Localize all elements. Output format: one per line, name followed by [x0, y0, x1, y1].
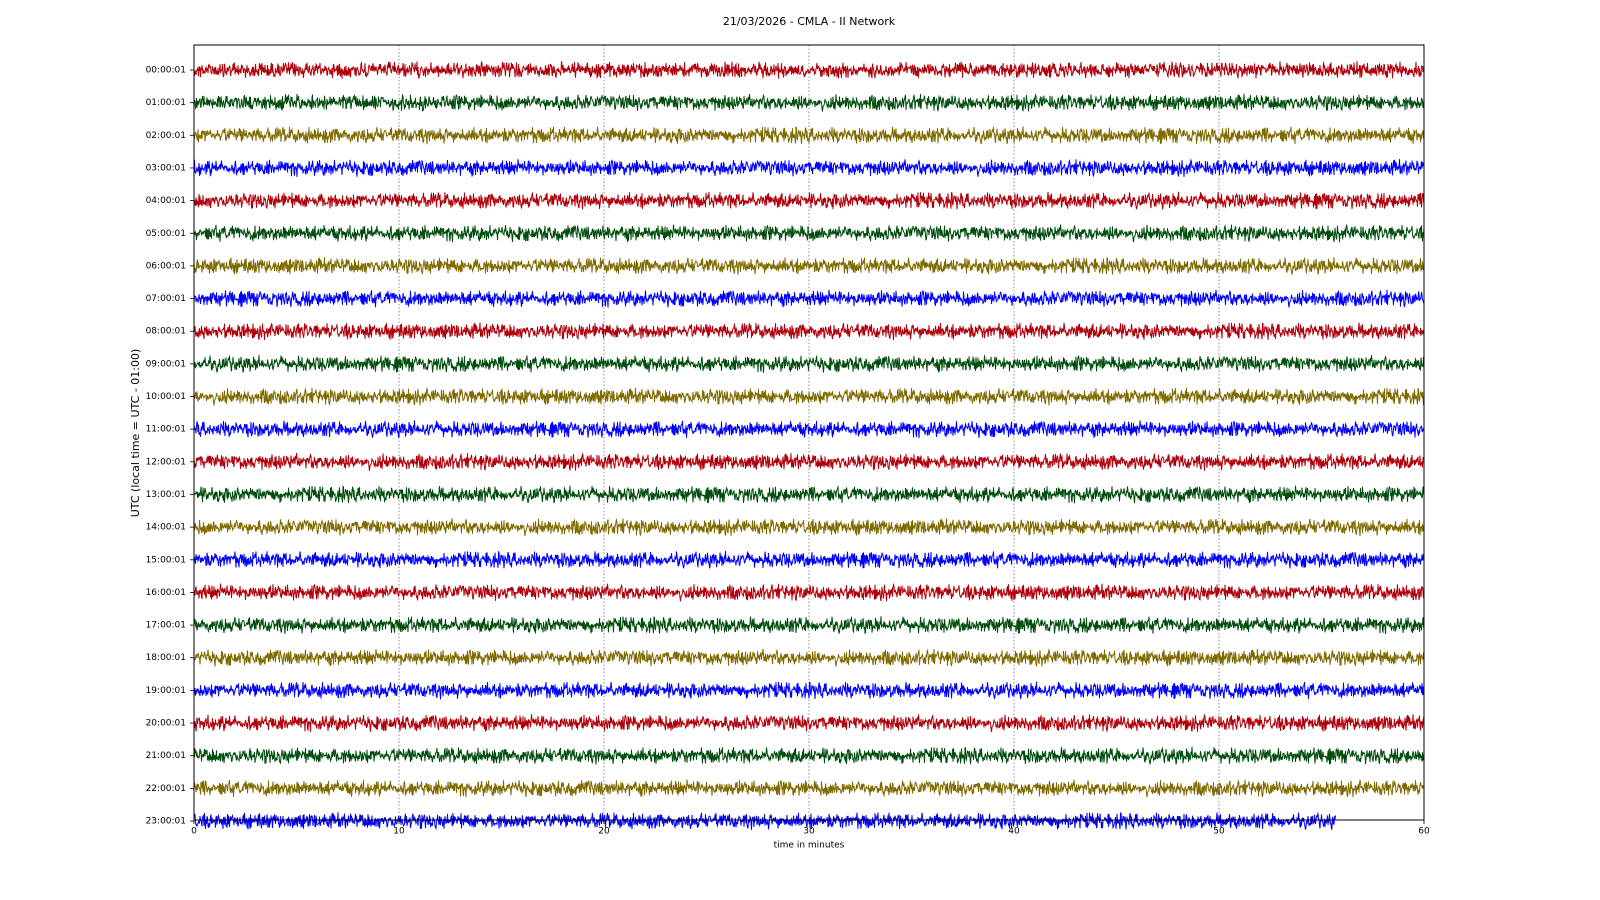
y-tick-label: 20:00:01	[146, 719, 186, 729]
y-tick-label: 18:00:01	[146, 653, 186, 663]
y-tick-label: 04:00:01	[146, 196, 186, 206]
y-tick-label: 14:00:01	[146, 523, 186, 533]
y-tick-label: 16:00:01	[146, 588, 186, 598]
trace	[193, 420, 1425, 439]
trace	[193, 517, 1425, 537]
trace	[193, 289, 1425, 308]
trace	[193, 93, 1425, 113]
y-tick-label: 05:00:01	[146, 229, 186, 239]
x-tick-label: 40	[1008, 827, 1020, 837]
trace	[193, 60, 1425, 80]
trace	[193, 191, 1425, 210]
plot-frame	[193, 44, 1425, 821]
trace	[193, 746, 1425, 765]
trace	[193, 322, 1425, 341]
y-tick-label: 10:00:01	[146, 392, 186, 402]
y-tick-label: 15:00:01	[146, 555, 186, 565]
x-tick-label: 60	[1418, 827, 1430, 837]
y-tick-label: 17:00:01	[146, 621, 186, 631]
y-tick-label: 03:00:01	[146, 163, 186, 173]
x-axis-label: time in minutes	[774, 841, 845, 851]
y-tick-label: 23:00:01	[146, 817, 186, 827]
x-tick-label: 10	[393, 827, 405, 837]
y-tick-label: 07:00:01	[146, 294, 186, 304]
trace	[193, 257, 1425, 276]
y-tick-label: 13:00:01	[146, 490, 186, 500]
y-axis-label: UTC (local time = UTC - 01:00)	[129, 349, 142, 518]
x-tick-label: 50	[1213, 827, 1225, 837]
trace	[193, 485, 1425, 504]
y-tick-label: 00:00:01	[146, 66, 186, 76]
y-tick-label: 01:00:01	[146, 98, 186, 108]
trace	[193, 223, 1425, 243]
trace	[193, 681, 1425, 700]
trace	[193, 158, 1425, 178]
trace	[193, 713, 1425, 733]
y-tick-label: 12:00:01	[146, 457, 186, 467]
trace	[193, 126, 1425, 145]
trace	[193, 582, 1425, 602]
y-tick-label: 11:00:01	[146, 425, 186, 435]
trace	[193, 355, 1425, 374]
trace	[193, 648, 1425, 667]
y-tick-label: 02:00:01	[146, 131, 186, 141]
chart-title: 21/03/2026 - CMLA - II Network	[723, 15, 896, 28]
trace	[193, 386, 1425, 406]
trace	[193, 550, 1425, 569]
y-tick-label: 21:00:01	[146, 751, 186, 761]
y-tick-label: 22:00:01	[146, 784, 186, 794]
y-tick-label: 09:00:01	[146, 359, 186, 369]
y-tick-label: 19:00:01	[146, 686, 186, 696]
x-tick-label: 0	[191, 827, 197, 837]
trace	[193, 452, 1425, 472]
trace	[193, 778, 1425, 798]
trace	[193, 616, 1425, 635]
x-tick-label: 20	[598, 827, 610, 837]
x-tick-label: 30	[803, 827, 815, 837]
y-tick-label: 08:00:01	[146, 327, 186, 337]
y-tick-label: 06:00:01	[146, 261, 186, 271]
